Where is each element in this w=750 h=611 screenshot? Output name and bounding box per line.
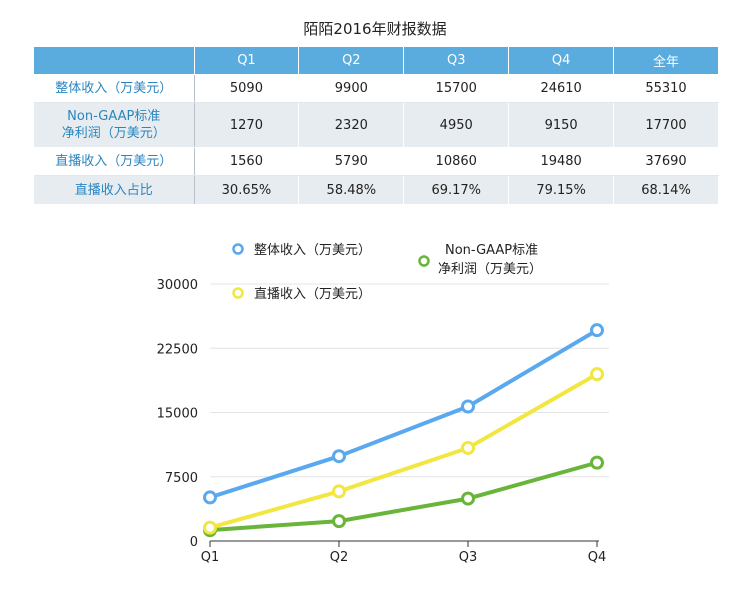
data-table: Q1 Q2 Q3 Q4 全年 整体收入（万美元） 5090 9900 15700…: [34, 47, 719, 205]
table-cell: 68.14%: [613, 175, 719, 205]
legend-marker: [232, 243, 244, 255]
legend-label: 整体收入（万美元）: [254, 243, 371, 258]
table-header-cell: 全年: [613, 47, 719, 75]
table-cell: 10860: [403, 147, 510, 176]
legend-label: 直播收入（万美元）: [254, 287, 371, 302]
table-cell: 1560: [194, 147, 300, 176]
chart-grid: [210, 283, 609, 478]
chart-axes: 30000 22500 15000 7500 0Q1 Q2 Q3 Q4: [157, 278, 607, 565]
data-point: [590, 455, 604, 470]
table-cell: 5790: [298, 147, 405, 176]
table-cell: 9900: [298, 74, 405, 103]
row-label: Non-GAAP标准 净利润（万美元）: [34, 102, 195, 148]
chart-series: [203, 323, 604, 538]
row-label: 直播收入占比: [34, 175, 195, 205]
data-point: [203, 490, 217, 505]
table-header-cell: Q2: [298, 47, 405, 75]
data-point: [203, 520, 217, 535]
chart-legend: 整体收入（万美元） 直播收入（万美元） Non-GAAP标准净利润（万美元）: [232, 243, 542, 302]
legend-marker: [232, 287, 244, 299]
table-cell: 19480: [508, 147, 615, 176]
table-cell: 4950: [403, 102, 510, 148]
data-point: [590, 367, 604, 382]
series-line: [208, 328, 599, 500]
table-row: Non-GAAP标准 净利润（万美元） 1270 2320 4950 9150 …: [34, 102, 719, 148]
table-header-cell: Q4: [508, 47, 615, 75]
table-cell: 9150: [508, 102, 615, 148]
legend-label-line: 净利润（万美元）: [438, 262, 542, 277]
series-line: [208, 372, 599, 530]
table-cell: 24610: [508, 74, 615, 103]
x-tick-label: Q2: [330, 550, 349, 565]
table-cell: 37690: [613, 147, 719, 176]
data-point: [461, 491, 475, 506]
table-cell: 30.65%: [194, 175, 300, 205]
chart-title: 陌陌2016年财报数据: [303, 20, 447, 38]
legend-marker: [418, 255, 430, 267]
table-cell: 1270: [194, 102, 300, 148]
series-line: [208, 460, 599, 533]
y-tick-label: 0: [190, 535, 198, 550]
table-cell: 79.15%: [508, 175, 615, 205]
table-row: 直播收入占比 30.65% 58.48% 69.17% 79.15% 68.14…: [34, 175, 719, 205]
data-point: [590, 323, 604, 338]
table-cell: 5090: [194, 74, 300, 103]
y-tick-label: 15000: [157, 407, 198, 422]
line-chart: 整体收入（万美元） 直播收入（万美元） Non-GAAP标准净利润（万美元） 300…: [157, 243, 609, 565]
table-cell: 69.17%: [403, 175, 510, 205]
y-tick-label: 30000: [157, 278, 198, 293]
row-label: 整体收入（万美元）: [34, 74, 195, 103]
data-point: [332, 514, 346, 529]
legend-label: Non-GAAP标准净利润（万美元）: [438, 243, 542, 277]
table-cell: 55310: [613, 74, 719, 103]
table-header-cell: Q3: [403, 47, 510, 75]
table-header-row: Q1 Q2 Q3 Q4 全年: [34, 47, 719, 75]
data-point: [461, 399, 475, 414]
x-tick-label: Q4: [588, 550, 607, 565]
data-point: [461, 440, 475, 455]
x-tick-label: Q1: [201, 550, 220, 565]
table-cell: 2320: [298, 102, 405, 148]
y-tick-label: 7500: [165, 471, 198, 486]
table-row: 直播收入（万美元） 1560 5790 10860 19480 37690: [34, 147, 719, 176]
table-header-cell: [34, 47, 195, 75]
row-label: 直播收入（万美元）: [34, 147, 195, 176]
table-row: 整体收入（万美元） 5090 9900 15700 24610 55310: [34, 74, 719, 103]
data-point: [332, 449, 346, 464]
table-cell: 17700: [613, 102, 719, 148]
table-header-cell: Q1: [194, 47, 300, 75]
legend-label-line: Non-GAAP标准: [445, 243, 538, 258]
table-cell: 15700: [403, 74, 510, 103]
table-cell: 58.48%: [298, 175, 405, 205]
y-tick-label: 22500: [157, 342, 198, 357]
x-tick-label: Q3: [459, 550, 478, 565]
data-point: [332, 484, 346, 499]
